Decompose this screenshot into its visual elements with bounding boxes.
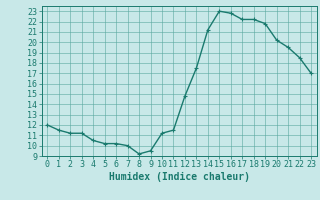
X-axis label: Humidex (Indice chaleur): Humidex (Indice chaleur): [109, 172, 250, 182]
